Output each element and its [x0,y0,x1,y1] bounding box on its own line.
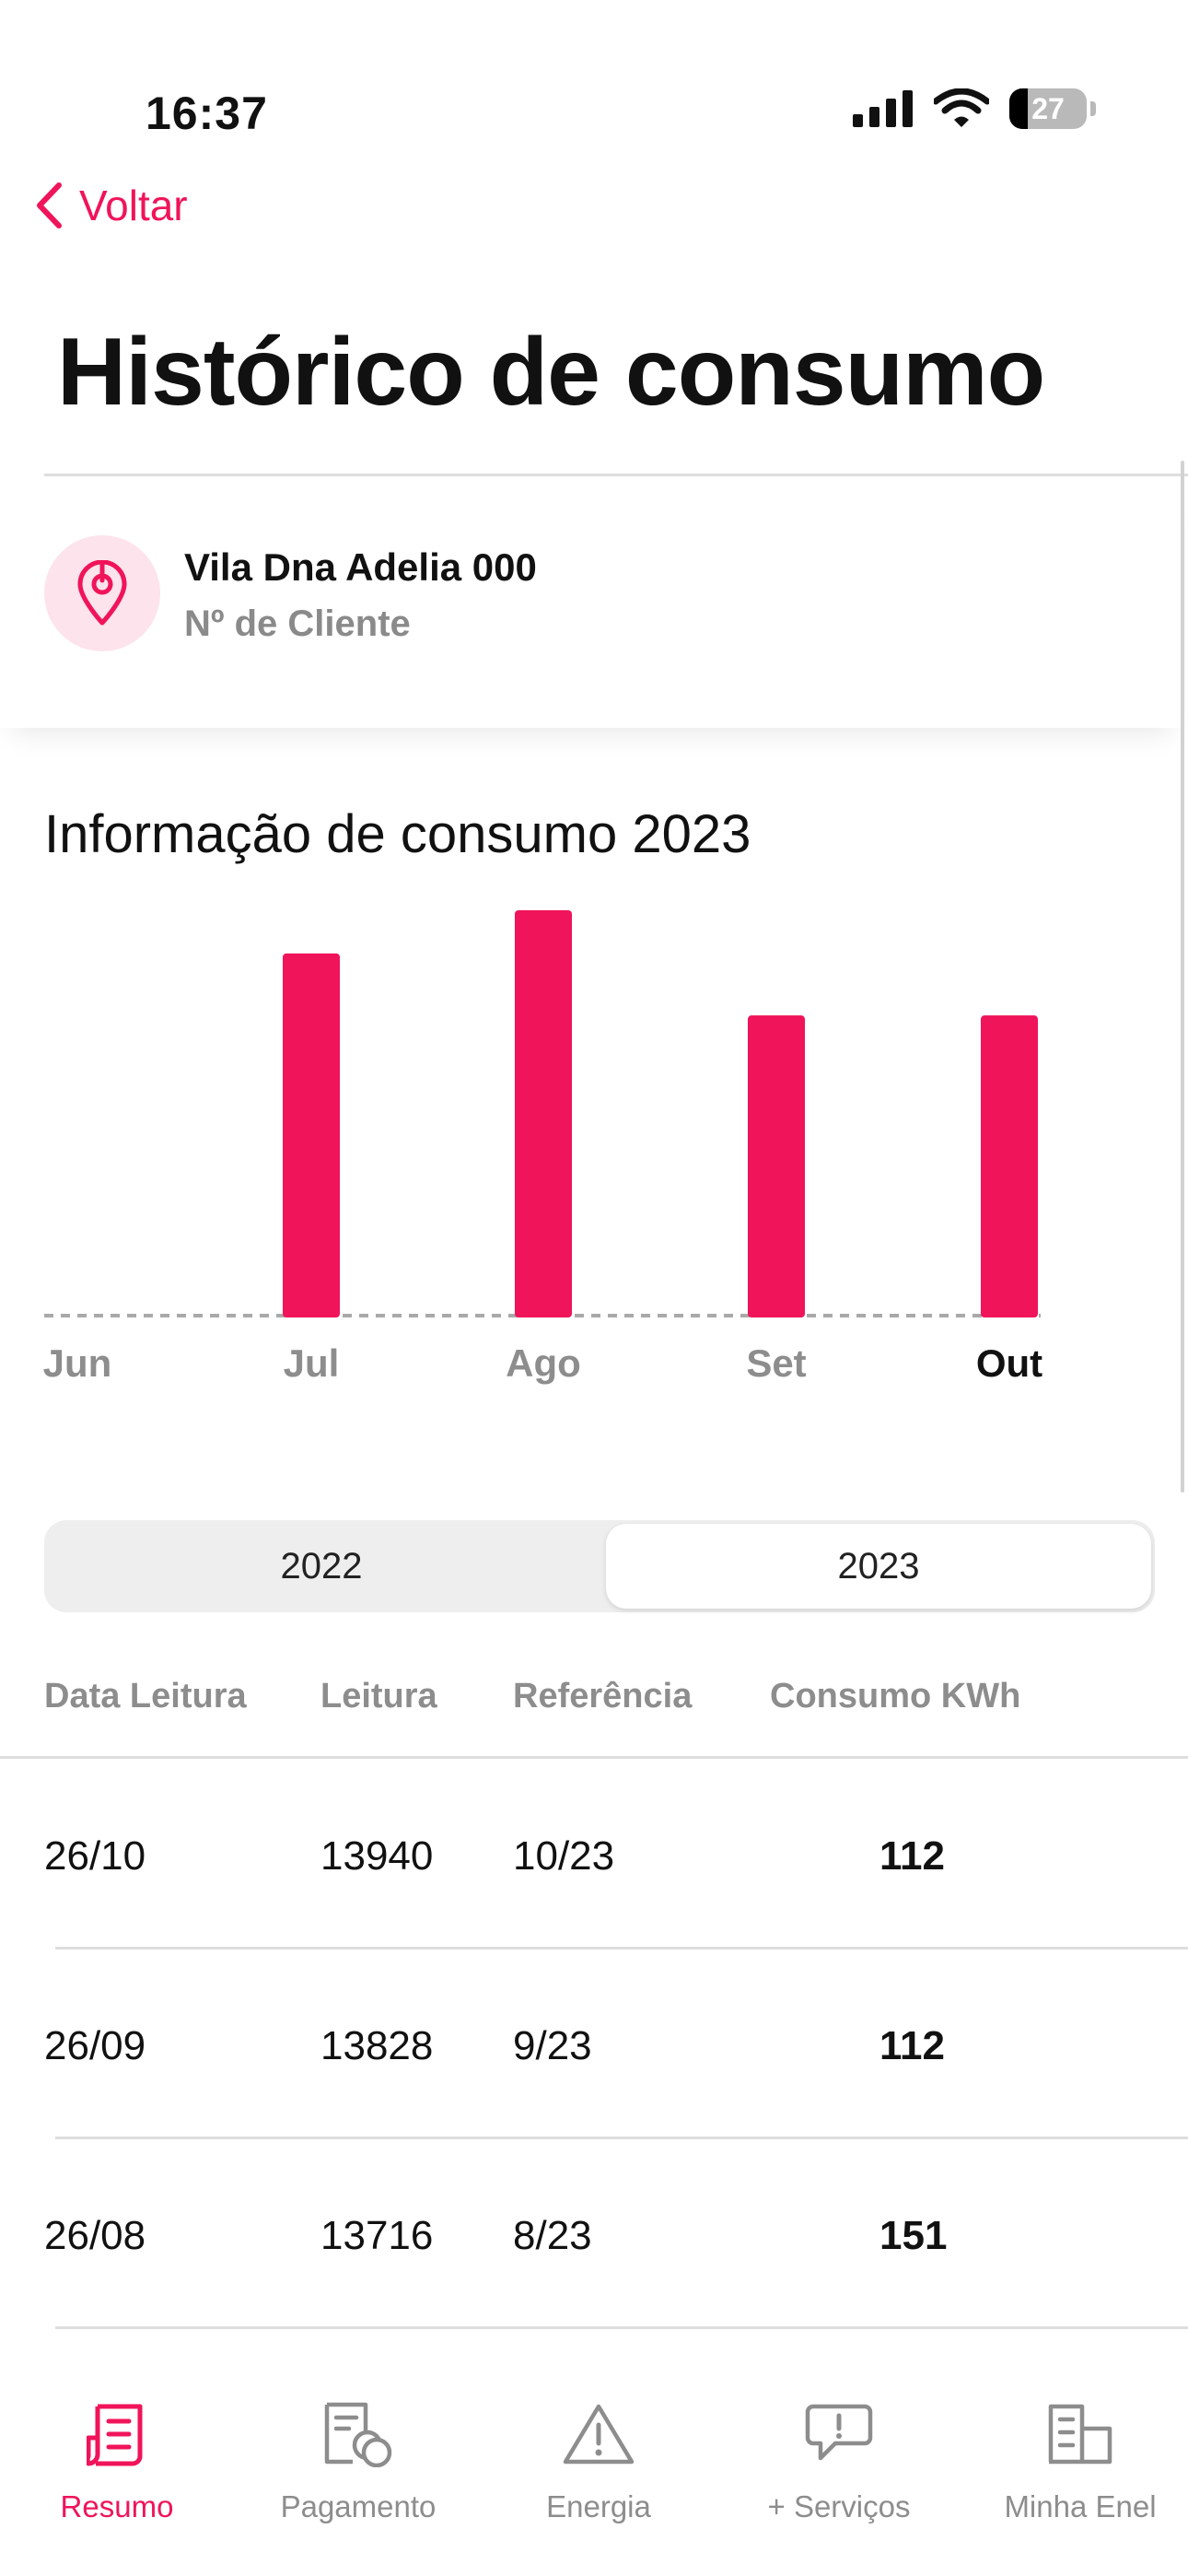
chart-tick-label-ago: Ago [506,1341,581,1385]
client-address: Vila Dna Adelia 000 [184,545,537,589]
cellular-signal-icon [853,90,913,127]
building-icon [1048,2404,1112,2465]
cell-reference: 9/23 [513,2023,592,2068]
status-icons: 27 [853,88,1096,129]
cell-reference: 8/23 [513,2213,592,2258]
chart-tick-label-out: Out [976,1341,1042,1385]
cell-consumption: 112 [879,1833,945,1879]
client-card[interactable]: Vila Dna Adelia 000 Nº de Cliente [0,479,1184,728]
status-time: 16:37 [146,88,268,139]
tab-label: Pagamento [280,2489,437,2523]
tab-label: Energia [546,2489,651,2523]
location-pin-icon [77,560,127,626]
back-label: Voltar [79,181,188,229]
table-row[interactable]: 26/10 13940 10/23 112 [0,1760,1188,1950]
battery-icon: 27 [1009,88,1087,129]
wifi-icon [934,88,989,127]
chart-tick-label-jun: Jun [43,1341,112,1385]
tab-energia[interactable]: Energia [488,2397,709,2524]
chart-bar-out[interactable] [981,1015,1038,1317]
chart-title: Informação de consumo 2023 [44,804,751,864]
chevron-left-icon [37,182,62,228]
tab-label: + Serviços [767,2489,911,2523]
client-avatar [44,535,160,651]
tab-label: Resumo [60,2489,174,2523]
header-consumo: Consumo KWh [770,1677,1021,1715]
cell-date: 26/09 [44,2023,146,2068]
client-number-label: Nº de Cliente [184,603,411,644]
back-button[interactable]: Voltar [35,181,188,230]
chart-bar-set[interactable] [748,1015,805,1317]
cell-reference: 10/23 [513,1833,615,1879]
cell-reading: 13828 [320,2023,434,2068]
cell-date: 26/10 [44,1833,146,1879]
divider [55,2326,1188,2329]
chart-tick-label-jul: Jul [284,1341,340,1385]
cell-consumption: 151 [879,2213,948,2258]
tab-pagamento[interactable]: Pagamento [248,2397,469,2524]
tab-bar: Resumo Pagamento Energia [0,2359,1188,2576]
table-row[interactable]: 26/08 13716 8/23 151 [0,2139,1188,2329]
page-title: Histórico de consumo [57,319,1045,426]
document-list-icon [87,2404,143,2466]
year-tab-2023[interactable]: 2023 [606,1524,1151,1609]
divider [0,1756,1188,1759]
header-leitura: Leitura [320,1677,437,1715]
tab-minha-enel[interactable]: Minha Enel [970,2397,1188,2524]
chat-bubble-icon [805,2404,873,2461]
divider [44,474,1188,476]
cell-reading: 13940 [320,1833,434,1879]
chart-bar-jul[interactable] [283,953,340,1317]
tab-label: Minha Enel [1004,2489,1157,2523]
chart-bar-ago[interactable] [515,910,572,1317]
cell-reading: 13716 [320,2213,434,2258]
tab-servicos[interactable]: + Serviços [728,2397,949,2524]
header-referencia: Referência [513,1677,693,1715]
divider [55,1947,1188,1950]
table-row[interactable]: 26/09 13828 9/23 112 [0,1950,1188,2139]
table-header: Data Leitura Leitura Referência Consumo … [0,1677,1188,1732]
cell-date: 26/08 [44,2213,146,2258]
tab-resumo[interactable]: Resumo [6,2397,227,2524]
battery-level: 27 [1031,91,1065,125]
chart-tick-label-set: Set [746,1341,806,1385]
cell-consumption: 112 [879,2023,945,2068]
invoice-coins-icon [324,2402,392,2467]
warning-triangle-icon [563,2404,635,2465]
scroll-indicator[interactable] [1181,461,1184,1493]
header-data-leitura: Data Leitura [44,1677,247,1715]
year-tab-2022[interactable]: 2022 [280,1545,363,1587]
divider [55,2137,1188,2139]
year-selector[interactable]: 2022 2023 [44,1520,1155,1612]
